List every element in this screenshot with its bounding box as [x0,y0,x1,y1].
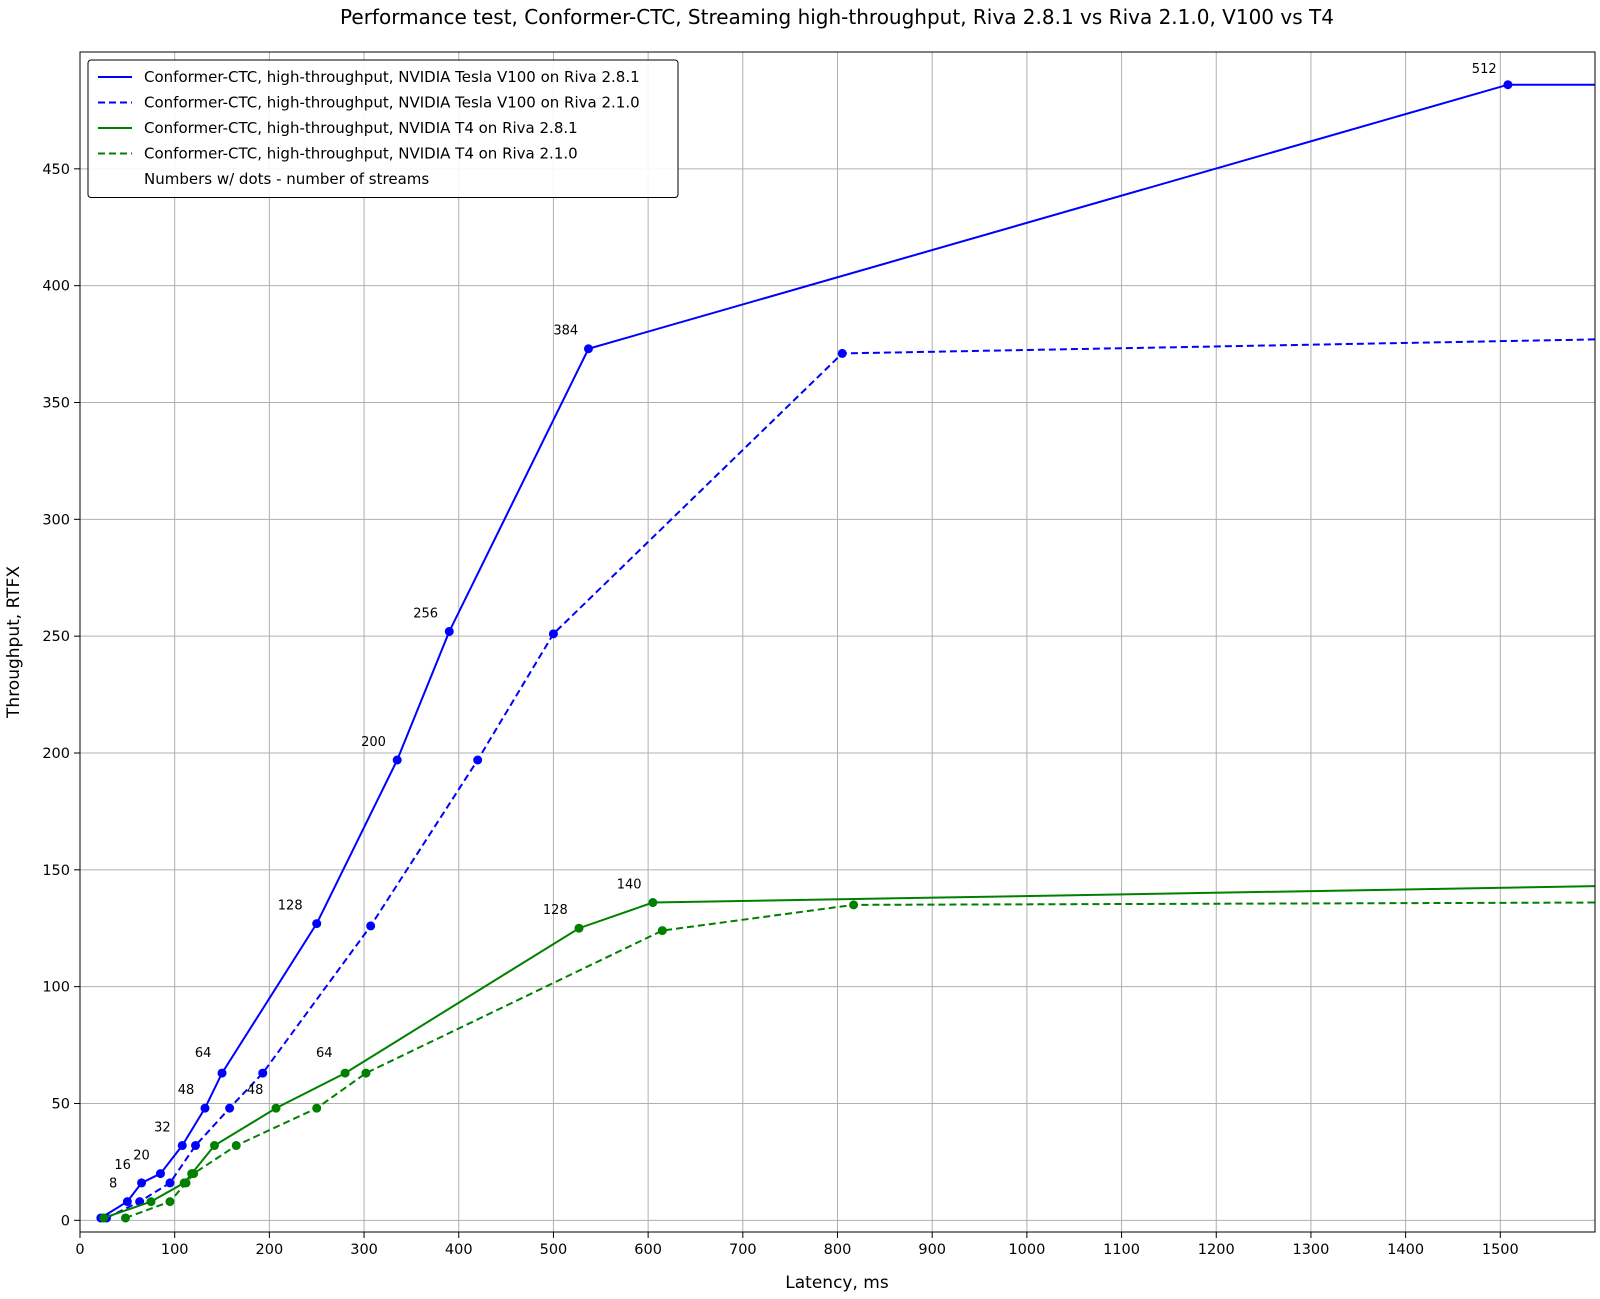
data-point [209,1141,219,1151]
series-1 [96,80,1595,1223]
x-tick-label: 500 [540,1242,568,1258]
data-point [155,1169,165,1179]
stream-count-label: 16 [114,1158,131,1173]
data-point [225,1103,235,1113]
data-point [181,1178,191,1188]
x-tick-label: 800 [824,1242,852,1258]
data-point [837,348,847,358]
data-point [657,926,667,936]
data-point [189,1169,199,1179]
data-point [165,1178,175,1188]
data-point [231,1141,241,1151]
series-line [106,338,1596,1219]
plot-area [96,80,1596,1223]
x-tick-label: 1000 [1008,1242,1045,1258]
data-point [583,344,593,354]
data-point [548,629,558,639]
data-point [120,1213,130,1223]
x-tick-label: 1200 [1198,1242,1235,1258]
x-tick-label: 200 [256,1242,284,1258]
data-point [648,898,658,908]
data-point [366,921,376,931]
stream-count-label: 200 [361,735,386,750]
data-point [122,1197,132,1207]
x-tick-label: 400 [445,1242,473,1258]
series-line [103,885,1596,1219]
stream-count-label: 512 [1472,62,1497,77]
stream-count-label: 48 [247,1083,264,1098]
stream-count-label: 128 [543,903,568,918]
stream-count-label: 128 [278,899,303,914]
x-tick-label: 900 [918,1242,946,1258]
data-point [849,900,859,910]
y-tick-label: 50 [52,1096,70,1112]
series-4 [120,900,1596,1223]
x-tick-label: 300 [350,1242,378,1258]
y-tick-label: 150 [42,863,70,879]
data-point [473,755,483,765]
y-tick-label: 100 [42,980,70,996]
y-tick-label: 350 [42,395,70,411]
data-point [137,1178,147,1188]
legend: Conformer-CTC, high-throughput, NVIDIA T… [87,59,679,198]
x-tick-label: 700 [729,1242,757,1258]
x-tick-label: 100 [161,1242,189,1258]
y-tick-label: 300 [42,512,70,528]
legend-entry: Conformer-CTC, high-throughput, NVIDIA T… [144,145,578,163]
data-point [271,1103,281,1113]
data-point [312,1103,322,1113]
y-tick-label: 450 [42,162,70,178]
series-2 [102,338,1596,1223]
x-tick-label: 1100 [1103,1242,1140,1258]
data-point [191,1141,201,1151]
data-point [146,1197,156,1207]
data-point [165,1197,175,1207]
x-tick-label: 1500 [1482,1242,1519,1258]
legend-note: Numbers w/ dots - number of streams [144,170,429,188]
stream-count-label: 384 [553,324,578,339]
data-point [312,919,322,929]
data-point [1503,80,1513,90]
data-point [177,1141,187,1151]
grid [79,52,1595,1232]
data-point [217,1068,227,1078]
stream-count-label: 48 [178,1083,195,1098]
stream-count-label: 32 [154,1121,171,1136]
data-point [361,1068,371,1078]
data-point [340,1068,350,1078]
stream-count-label: 64 [316,1046,333,1061]
stream-count-label: 64 [195,1046,212,1061]
y-tick-label: 250 [42,629,70,645]
stream-count-label: 140 [617,878,642,893]
series-line [125,901,1596,1219]
stream-count-label: 20 [133,1149,150,1164]
legend-entry: Conformer-CTC, high-throughput, NVIDIA T… [144,68,640,86]
axis-ticks: 0 100 200 300 400 500 600 700 800 900 1000 1100 1200… [42,162,1518,1258]
stream-count-label: 256 [413,606,438,621]
data-point [258,1068,268,1078]
stream-count-label: 8 [109,1177,117,1192]
data-point [574,923,584,933]
x-axis-label: Latency, ms [785,1273,889,1293]
legend-box [87,59,679,198]
y-axis-label: Throughput, RTFX [4,566,24,719]
y-tick-label: 0 [61,1213,70,1229]
x-tick-label: 600 [634,1242,662,1258]
x-tick-label: 0 [75,1242,84,1258]
data-point [444,626,454,636]
x-tick-label: 1300 [1292,1242,1329,1258]
x-tick-label: 1400 [1387,1242,1424,1258]
legend-entry: Conformer-CTC, high-throughput, NVIDIA T… [144,94,640,112]
chart-title: Performance test, Conformer-CTC, Streami… [340,5,1334,29]
y-tick-label: 200 [42,746,70,762]
data-point [392,755,402,765]
legend-entry: Conformer-CTC, high-throughput, NVIDIA T… [144,119,578,137]
data-point [99,1213,109,1223]
y-tick-label: 400 [42,279,70,295]
data-point [200,1103,210,1113]
